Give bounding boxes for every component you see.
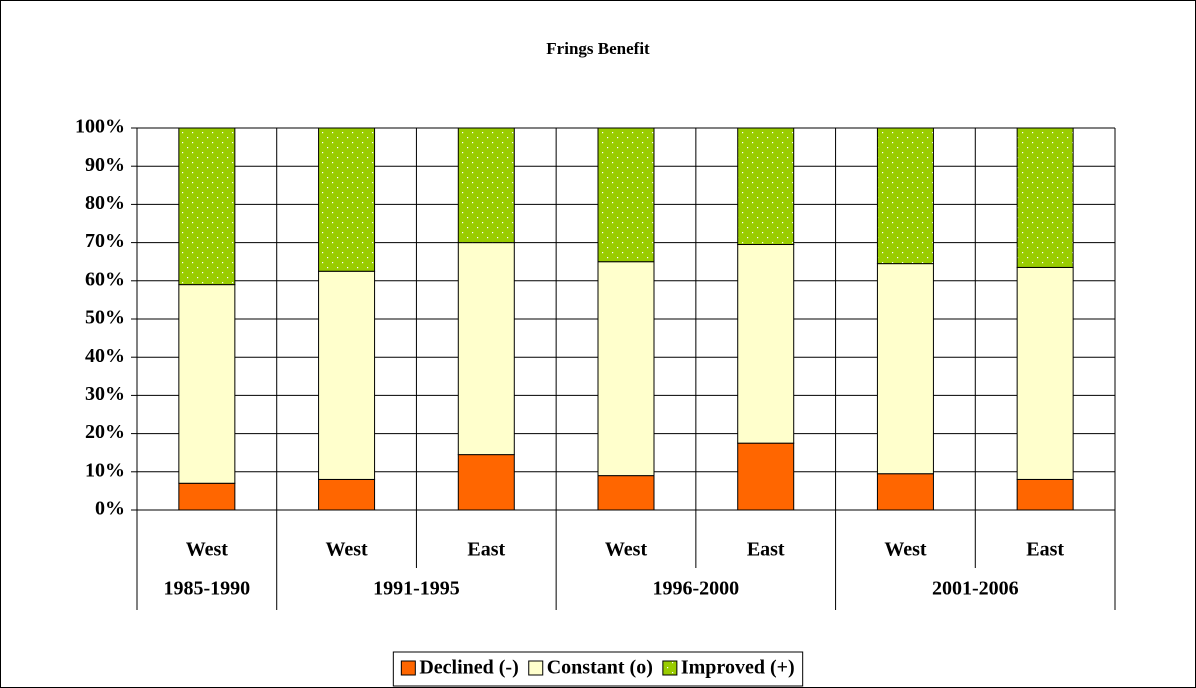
- bar-segment: [178, 127, 236, 286]
- y-tick-label: 60%: [85, 268, 125, 290]
- y-tick-label: 70%: [85, 230, 125, 252]
- y-tick-label: 100%: [75, 116, 125, 138]
- x-tick-label: West: [605, 539, 648, 561]
- y-tick-label: 10%: [85, 459, 125, 481]
- bar-segment: [178, 284, 236, 484]
- bar-segment: [597, 475, 655, 511]
- y-tick-label: 20%: [85, 421, 125, 443]
- legend-label: Improved (+): [681, 657, 795, 679]
- x-tick-label: West: [884, 539, 927, 561]
- bar-segment: [1016, 266, 1074, 480]
- bar-segment: [318, 478, 376, 511]
- y-tick-label: 40%: [85, 345, 125, 367]
- legend-label: Declined (-): [419, 657, 518, 679]
- y-tick-label: 30%: [85, 383, 125, 405]
- group-label: 1991-1995: [373, 578, 460, 600]
- bar-segment: [876, 263, 934, 475]
- bar-segment: [318, 270, 376, 480]
- bar-segment: [876, 127, 934, 265]
- bar-segment: [318, 127, 376, 272]
- x-tick-label: East: [747, 539, 785, 561]
- bar-segment: [1016, 478, 1074, 511]
- chart-title: Frings Benefit: [546, 39, 650, 58]
- x-tick-label: West: [325, 539, 368, 561]
- y-tick-label: 50%: [85, 307, 125, 329]
- bar-segment: [457, 454, 515, 511]
- legend-label: Constant (o): [547, 657, 653, 679]
- group-label: 1996-2000: [653, 578, 740, 600]
- bar-segment: [597, 261, 655, 477]
- legend-swatch: [400, 660, 416, 676]
- x-tick-label: East: [1026, 539, 1064, 561]
- bar-segment: [1016, 127, 1074, 268]
- bar-segment: [178, 482, 236, 511]
- legend-swatch: [662, 660, 678, 676]
- bar-segment: [597, 127, 655, 263]
- legend-swatch: [528, 660, 544, 676]
- bar-segment: [737, 442, 795, 511]
- bar-segment: [737, 127, 795, 246]
- group-label: 1985-1990: [164, 578, 251, 600]
- x-tick-label: West: [186, 539, 229, 561]
- bar-segment: [457, 127, 515, 244]
- legend-box: [392, 651, 804, 687]
- y-tick-label: 0%: [95, 498, 125, 520]
- group-label: 2001-2006: [932, 578, 1019, 600]
- bar-segment: [737, 244, 795, 444]
- x-tick-label: East: [467, 539, 505, 561]
- bar-segment: [876, 473, 934, 511]
- y-tick-label: 80%: [85, 192, 125, 214]
- y-tick-label: 90%: [85, 154, 125, 176]
- bar-segment: [457, 242, 515, 456]
